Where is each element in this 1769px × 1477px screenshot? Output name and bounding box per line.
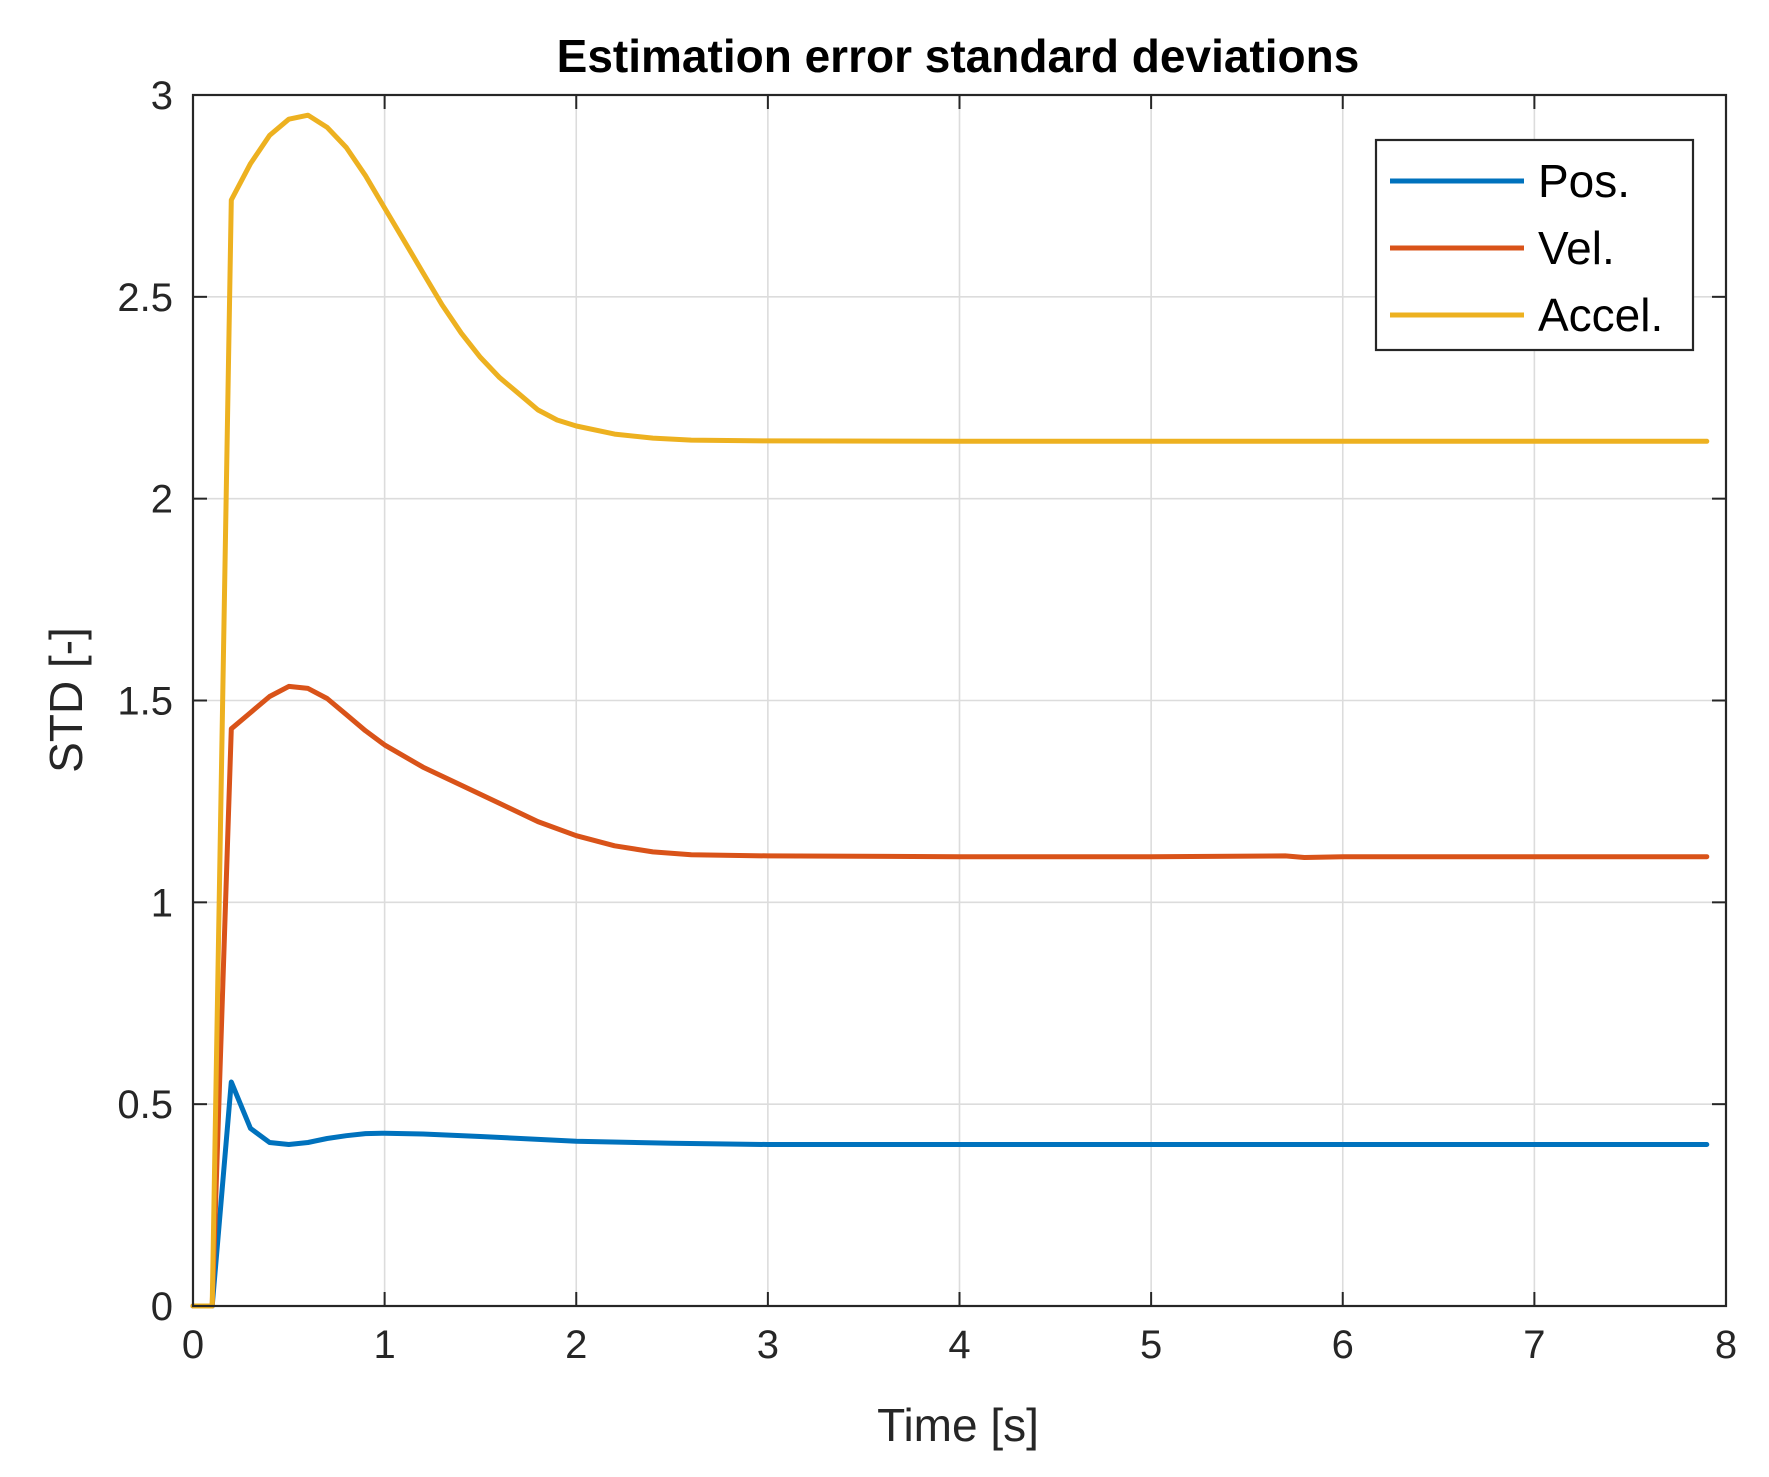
series-line-accel [190,112,1710,1309]
series-layer [190,112,1710,1309]
plot-area-frame [191,93,1728,1308]
legend: Pos. Vel. Accel. [1374,138,1695,352]
legend-label-vel: Vel. [1538,222,1615,274]
y-tick-label: 2.5 [117,276,173,320]
x-tick-label: 6 [1332,1323,1354,1367]
y-axis-label: STD [-] [40,627,92,773]
x-tick-label: 4 [948,1323,970,1367]
x-tick-label: 8 [1715,1323,1737,1367]
y-tick-label: 1 [151,881,173,925]
y-tick-label: 1.5 [117,680,173,724]
x-tick-label: 0 [182,1323,204,1367]
series-line-pos [190,1079,1710,1309]
chart-title: Estimation error standard deviations [557,30,1360,82]
x-tick-label: 7 [1523,1323,1545,1367]
axes [191,93,1728,1308]
x-tick-label: 2 [565,1323,587,1367]
y-tick-label: 0 [151,1285,173,1329]
x-tick-label: 5 [1140,1323,1162,1367]
tick-labels: 0 1 2 3 4 5 6 7 8 0 0.5 1 1.5 2 2.5 3 [117,74,1737,1367]
x-tick-label: 3 [757,1323,779,1367]
y-tick-label: 0.5 [117,1083,173,1127]
x-axis-label: Time [s] [877,1399,1039,1451]
x-tick-label: 1 [374,1323,396,1367]
y-tick-label: 2 [151,478,173,522]
legend-label-pos: Pos. [1538,155,1630,207]
series-line-vel [190,683,1710,1309]
y-tick-label: 3 [151,74,173,118]
legend-label-accel: Accel. [1538,289,1663,341]
